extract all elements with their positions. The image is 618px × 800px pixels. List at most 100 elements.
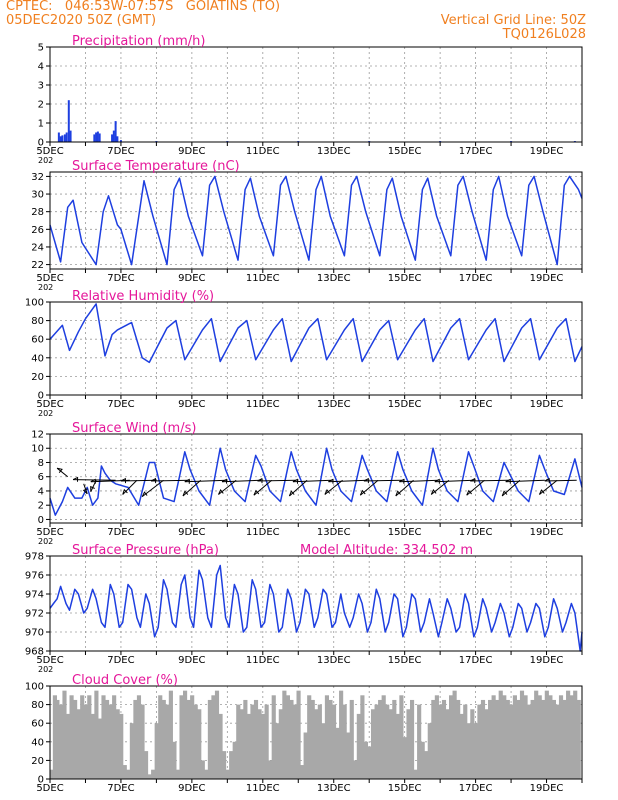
cloud-cover-bar xyxy=(544,690,549,779)
precip-bar xyxy=(57,132,60,142)
cloud-cover-bar xyxy=(335,727,340,779)
cloud-cover-bar xyxy=(424,751,429,779)
cloud-cover-bar xyxy=(402,737,408,779)
x-tick-label: 9DEC xyxy=(178,273,205,284)
cloud-cover-bar xyxy=(87,695,92,779)
cloud-cover-bar xyxy=(58,704,64,779)
wind-arrow-head xyxy=(399,478,405,484)
y-tick-label: 26 xyxy=(31,225,44,236)
wind-arrow xyxy=(218,479,237,495)
x-tick-label: 15DEC xyxy=(388,527,422,538)
cloud-cover-bar xyxy=(406,709,411,779)
x-tick-label: 15DEC xyxy=(388,783,422,794)
x-tick-label: 13DEC xyxy=(317,146,351,157)
y-tick-label: 28 xyxy=(31,207,44,218)
x-tick-label: 11DEC xyxy=(246,783,280,794)
model-altitude-label: Model Altitude: 334.502 m xyxy=(300,543,473,558)
y-tick-label: 3 xyxy=(38,81,44,92)
cloud-cover-bar xyxy=(271,695,276,779)
x-tick-label: 7DEC xyxy=(107,273,134,284)
wind-arrow-head xyxy=(328,478,334,484)
cloud-cover-bar xyxy=(573,690,578,779)
wind-arrow-head xyxy=(395,490,401,497)
wind-arrow-head xyxy=(120,477,126,484)
x-tick-label: 5DEC xyxy=(36,146,63,157)
x-tick-label: 11DEC xyxy=(246,655,280,666)
wind-arrow-head xyxy=(538,489,545,495)
x-tick-label: 17DEC xyxy=(459,146,493,157)
cloud-cover-bar xyxy=(147,774,152,779)
cloud-cover-bar xyxy=(292,704,298,779)
cloud-cover-bar xyxy=(342,704,347,779)
x-tick-label: 11DEC xyxy=(246,527,280,538)
x-tick-label: 17DEC xyxy=(459,527,493,538)
cloud-cover-bar xyxy=(80,695,85,779)
cloud-cover-bar xyxy=(459,713,464,779)
wind-arrow-head xyxy=(56,467,63,474)
cloud-cover-bar xyxy=(278,709,283,779)
y-tick-label: 0 xyxy=(38,138,44,149)
panel-frame xyxy=(49,301,583,396)
cloud-cover-bar xyxy=(275,723,280,779)
precip-bar xyxy=(65,132,68,142)
header-station-line: CPTEC: 046:53W-07:57S GOIATINS (TO) xyxy=(6,0,281,14)
wind-arrow-head xyxy=(359,489,366,496)
y-tick-label: 4 xyxy=(38,486,44,497)
panel-5: 968 970 972 974 976 978 5DEC 7DEC 9DEC 11DEC 13DEC… xyxy=(25,543,583,674)
cloud-cover-bar xyxy=(172,741,177,779)
wind-arrow xyxy=(221,479,262,483)
y-tick-label: 22 xyxy=(31,260,44,271)
wind-arrow-head xyxy=(72,476,79,482)
x-tick-label: 13DEC xyxy=(317,527,351,538)
cloud-cover-bar xyxy=(349,699,354,779)
panel-3: 0 20 40 60 80 100 5DEC 7DEC 9DEC 11DEC 13DEC 15DEC 1… xyxy=(25,289,583,418)
wind-arrow-head xyxy=(184,478,190,484)
cloud-cover-bar xyxy=(133,699,138,779)
x-tick-label: 9DEC xyxy=(178,527,205,538)
cloud-cover-bar xyxy=(218,713,223,779)
cloud-cover-bar xyxy=(480,699,486,779)
cloud-cover-bar xyxy=(168,690,173,779)
cloud-cover-bar xyxy=(83,704,88,779)
cloud-cover-bar xyxy=(502,695,507,779)
y-tick-label: 968 xyxy=(25,647,44,658)
cloud-cover-bar xyxy=(179,695,184,779)
wind-arrow xyxy=(539,479,558,495)
cloud-cover-bar xyxy=(441,699,447,779)
cloud-cover-bar xyxy=(69,695,74,779)
x-tick-label: 19DEC xyxy=(530,146,564,157)
cloud-cover-bar xyxy=(328,699,333,779)
x-tick-label: 19DEC xyxy=(530,273,564,284)
cloud-cover-bar xyxy=(363,741,369,779)
panel-title: Surface Wind (m/s) xyxy=(72,421,196,436)
y-tick-label: 1 xyxy=(38,119,44,130)
cloud-cover-bar xyxy=(339,690,344,779)
header-code: TQ0126L028 xyxy=(502,27,586,42)
y-tick-label: 976 xyxy=(25,571,44,582)
cloud-cover-bar xyxy=(555,704,560,779)
x-tick-label: 15DEC xyxy=(388,146,422,157)
wind-arrow-head xyxy=(505,478,511,484)
wind-arrow xyxy=(430,479,450,495)
y-tick-label: 80 xyxy=(31,700,44,711)
cloud-cover-bar xyxy=(491,695,496,779)
panel-2: 22 24 26 28 30 32 5DEC 7DEC 9DEC 11DEC 13DEC 15DEC 1… xyxy=(31,159,583,292)
cloud-cover-bar xyxy=(505,699,510,779)
cloud-cover-bar xyxy=(310,699,315,779)
y-tick-label: 100 xyxy=(25,682,44,693)
wind-arrow xyxy=(120,479,157,482)
x-tick-label: 13DEC xyxy=(317,273,351,284)
panel-6: 0 20 40 60 80 100 5DEC 7DEC 9DEC 11DEC 13DEC 15DEC 1… xyxy=(25,673,583,794)
header-grid-note: Vertical Grid Line: 50Z xyxy=(440,13,586,28)
cloud-cover-bar xyxy=(222,751,227,779)
precip-bar xyxy=(114,121,117,142)
y-tick-label: 40 xyxy=(31,353,44,364)
precip-bar xyxy=(67,100,70,142)
cloud-cover-bar xyxy=(211,695,216,779)
cloud-cover-bar xyxy=(473,723,478,779)
x-tick-label: 7DEC xyxy=(107,399,134,410)
wind-arrow xyxy=(56,467,69,478)
cloud-cover-bar xyxy=(136,695,142,779)
x-tick-label: 7DEC xyxy=(107,783,134,794)
